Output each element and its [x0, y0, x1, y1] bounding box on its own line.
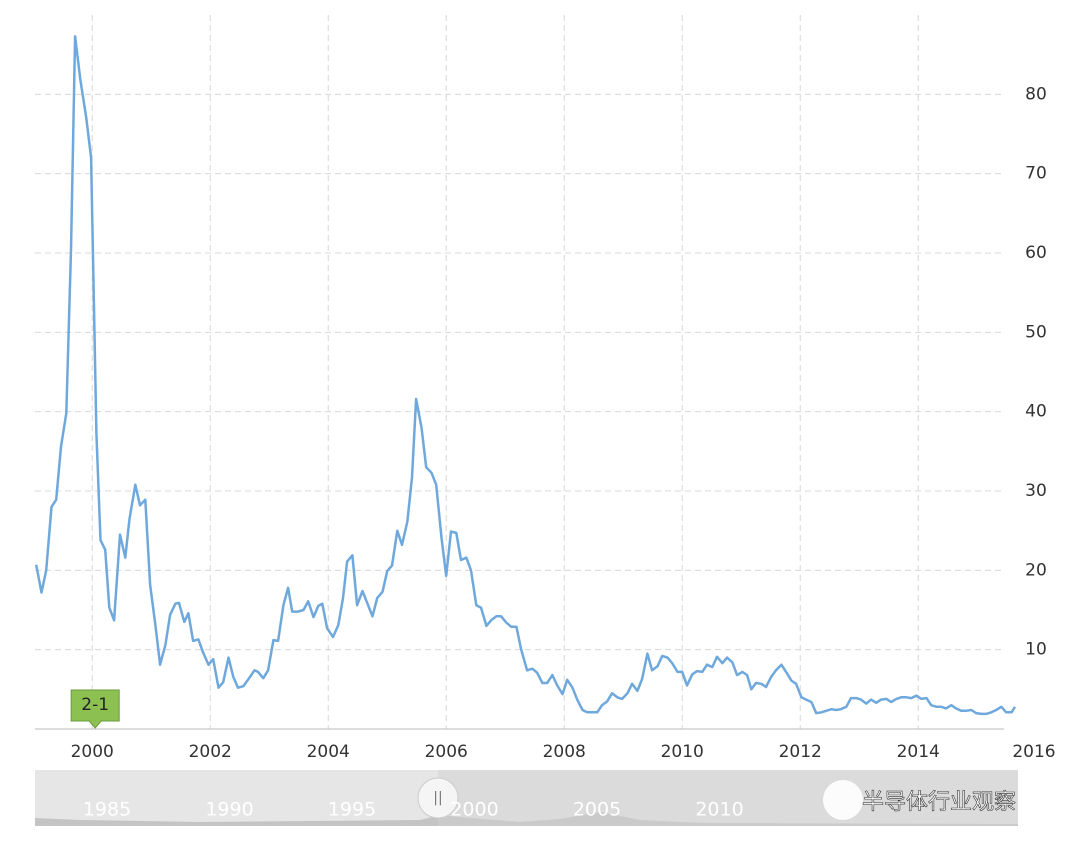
watermark-logo: [823, 780, 863, 820]
y-tick-label: 80: [1025, 84, 1047, 104]
y-tick-label: 40: [1025, 402, 1047, 422]
annotation-text: 2-1: [81, 695, 109, 715]
annotation-flag: [70, 689, 120, 729]
navigator-window[interactable]: [438, 770, 1018, 826]
x-tick-label: 2006: [425, 742, 468, 762]
y-tick-label: 20: [1025, 560, 1047, 580]
navigator-label: 1985: [83, 799, 131, 821]
x-tick-label: 2008: [543, 742, 586, 762]
navigator-label: 2005: [573, 799, 621, 821]
x-tick-label: 2000: [71, 742, 114, 762]
navigator-handle[interactable]: [417, 777, 459, 819]
y-tick-label: 30: [1025, 481, 1047, 501]
navigator-label: 1990: [205, 799, 253, 821]
navigator-label: 2000: [450, 799, 498, 821]
y-tick-label: 10: [1025, 640, 1047, 660]
y-tick-label: 60: [1025, 243, 1047, 263]
x-tick-label: 2002: [189, 742, 232, 762]
x-tick-label: 2016: [1012, 742, 1055, 762]
y-tick-label: 50: [1025, 322, 1047, 342]
x-tick-label: 2014: [897, 742, 940, 762]
y-tick-label: 70: [1025, 164, 1047, 184]
x-tick-label: 2004: [307, 742, 350, 762]
navigator-label: 1995: [328, 799, 376, 821]
watermark: 半导体行业观察: [862, 790, 1016, 815]
navigator-label: 2010: [695, 799, 743, 821]
navigator-area: [35, 812, 1018, 826]
data-line: [34, 35, 1017, 716]
x-tick-label: 2012: [779, 742, 822, 762]
x-tick-label: 2010: [661, 742, 704, 762]
handle-grip: ||: [433, 790, 442, 806]
